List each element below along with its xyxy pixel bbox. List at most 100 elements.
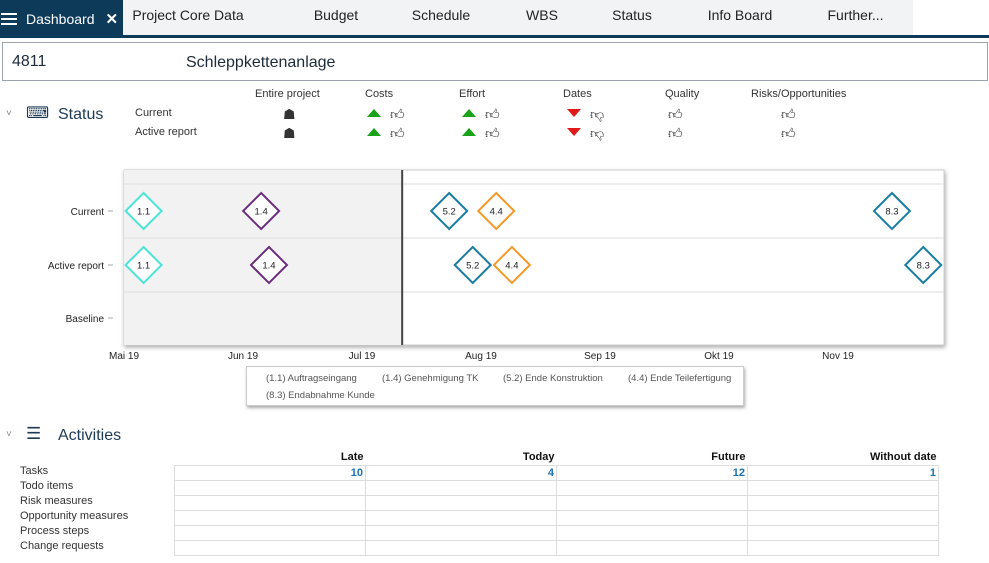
thumbs-up-icon: 👍︎	[485, 125, 500, 141]
chef-hat-icon: ☗	[283, 125, 296, 141]
table-cell	[365, 479, 557, 496]
tab-project-core-data[interactable]: Project Core Data	[132, 7, 244, 23]
trend-up-icon	[462, 128, 476, 136]
legend-item: (1.4) Genehmigung TK	[382, 373, 479, 384]
row-label: Todo items	[20, 480, 74, 492]
x-tick-label: Jul 19	[349, 351, 376, 362]
x-tick-label: Okt 19	[704, 351, 734, 362]
table-cell	[174, 479, 366, 496]
table-row	[174, 509, 939, 526]
table-cell[interactable]: 12	[556, 464, 748, 481]
activities-title: Activities	[58, 427, 122, 444]
milestone-label: 1.1	[137, 261, 150, 272]
column-header: Late	[340, 451, 364, 464]
table-row	[174, 539, 939, 556]
status-col-header: Risks/Opportunities	[751, 88, 847, 100]
status-col-header: Effort	[459, 88, 486, 100]
milestone-label: 8.3	[917, 261, 930, 272]
milestone-marker	[124, 245, 164, 285]
tab-schedule[interactable]: Schedule	[411, 7, 471, 23]
status-col-header: Costs	[365, 88, 394, 100]
trend-up-icon	[367, 109, 381, 117]
table-cell	[747, 539, 939, 556]
milestone-marker	[124, 191, 164, 231]
row-label: Process steps	[20, 525, 90, 537]
status-col-header: Dates	[563, 88, 592, 100]
table-cell	[174, 524, 366, 541]
thumbs-up-icon: 👍︎	[668, 106, 683, 122]
table-cell	[747, 509, 939, 526]
table-row	[174, 494, 939, 511]
thumbs-up-icon: 👍︎	[390, 125, 405, 141]
status-col-header: Quality	[665, 88, 700, 100]
milestone-marker	[249, 245, 289, 285]
trend-down-icon	[567, 109, 581, 117]
thumbs-up-icon: 👍︎	[485, 106, 500, 122]
milestone-label: 4.4	[490, 207, 503, 218]
thumbs-up-icon: 👍︎	[390, 106, 405, 122]
tab-wbs[interactable]: WBS	[526, 7, 558, 23]
tab-info-board[interactable]: Info Board	[707, 7, 773, 23]
tab-status[interactable]: Status	[612, 7, 652, 23]
legend-item: (4.4) Ende Teilefertigung	[628, 373, 732, 384]
milestone-label: 1.4	[262, 261, 275, 272]
collapse-activities-icon[interactable]: ˅	[6, 429, 12, 440]
table-cell	[365, 494, 557, 511]
project-number: 4811	[12, 53, 47, 70]
status-icon: ⌨	[26, 105, 50, 122]
row-label: Opportunity measures	[20, 510, 129, 522]
table-cell	[365, 509, 557, 526]
project-name: Schleppkettenanlage	[186, 54, 336, 71]
tab-dashboard[interactable]: Dashboard ✕	[0, 0, 123, 38]
table-row: 10 4 12 1	[174, 464, 939, 481]
x-tick-label: Mai 19	[109, 351, 139, 362]
table-cell	[556, 479, 748, 496]
milestone-marker	[903, 245, 943, 285]
status-title: Status	[58, 106, 104, 123]
column-header: Future	[711, 451, 746, 464]
status-row-current: Current	[135, 107, 172, 119]
thumbs-up-icon: 👍︎	[668, 125, 683, 141]
column-header: Without date	[870, 451, 937, 464]
collapse-status-icon[interactable]: ˅	[6, 108, 12, 119]
menu-icon[interactable]	[1, 13, 17, 25]
row-label: Tasks	[20, 465, 49, 477]
table-cell	[174, 509, 366, 526]
table-cell[interactable]: 1	[747, 464, 939, 481]
thumbs-up-icon: 👍︎	[781, 106, 796, 122]
milestone-label: 5.2	[443, 207, 456, 218]
row-label: Risk measures	[20, 495, 93, 507]
chart-legend: (1.1) Auftragseingang (1.4) Genehmigung …	[246, 366, 744, 406]
table-cell[interactable]: 4	[365, 464, 557, 481]
legend-item: (1.1) Auftragseingang	[266, 373, 357, 384]
table-cell	[747, 494, 939, 511]
table-cell	[747, 479, 939, 496]
trend-up-icon	[462, 109, 476, 117]
column-header: Today	[522, 451, 555, 464]
tab-budget[interactable]: Budget	[313, 7, 359, 23]
table-row	[174, 524, 939, 541]
x-tick-label: Aug 19	[465, 351, 497, 362]
tab-bar-end	[913, 0, 989, 35]
milestone-label: 1.4	[255, 207, 268, 218]
thumbs-down-icon: 👎︎	[590, 106, 605, 122]
table-cell	[556, 509, 748, 526]
trend-down-icon	[567, 128, 581, 136]
x-tick-label: Jun 19	[228, 351, 258, 362]
tab-further[interactable]: Further...	[827, 7, 884, 23]
legend-item: (8.3) Endabnahme Kunde	[266, 390, 375, 401]
status-row-active-report: Active report	[135, 126, 197, 138]
close-icon[interactable]: ✕	[105, 11, 119, 28]
table-cell[interactable]: 10	[174, 464, 366, 481]
legend-item: (5.2) Ende Konstruktion	[503, 373, 603, 384]
thumbs-down-icon: 👎︎	[590, 125, 605, 141]
table-cell	[365, 524, 557, 541]
table-cell	[365, 539, 557, 556]
trend-up-icon	[367, 128, 381, 136]
list-icon: ☰	[26, 424, 42, 443]
chef-hat-icon: ☗	[283, 106, 296, 122]
project-header: 4811 Schleppkettenanlage	[2, 42, 988, 81]
milestone-chart: Current Active report Baseline Mai 19 Jun 19…	[48, 169, 945, 362]
tab-bar: Dashboard ✕ Project Core Data Budget Sch…	[0, 0, 989, 38]
milestone-label: 8.3	[885, 207, 898, 218]
